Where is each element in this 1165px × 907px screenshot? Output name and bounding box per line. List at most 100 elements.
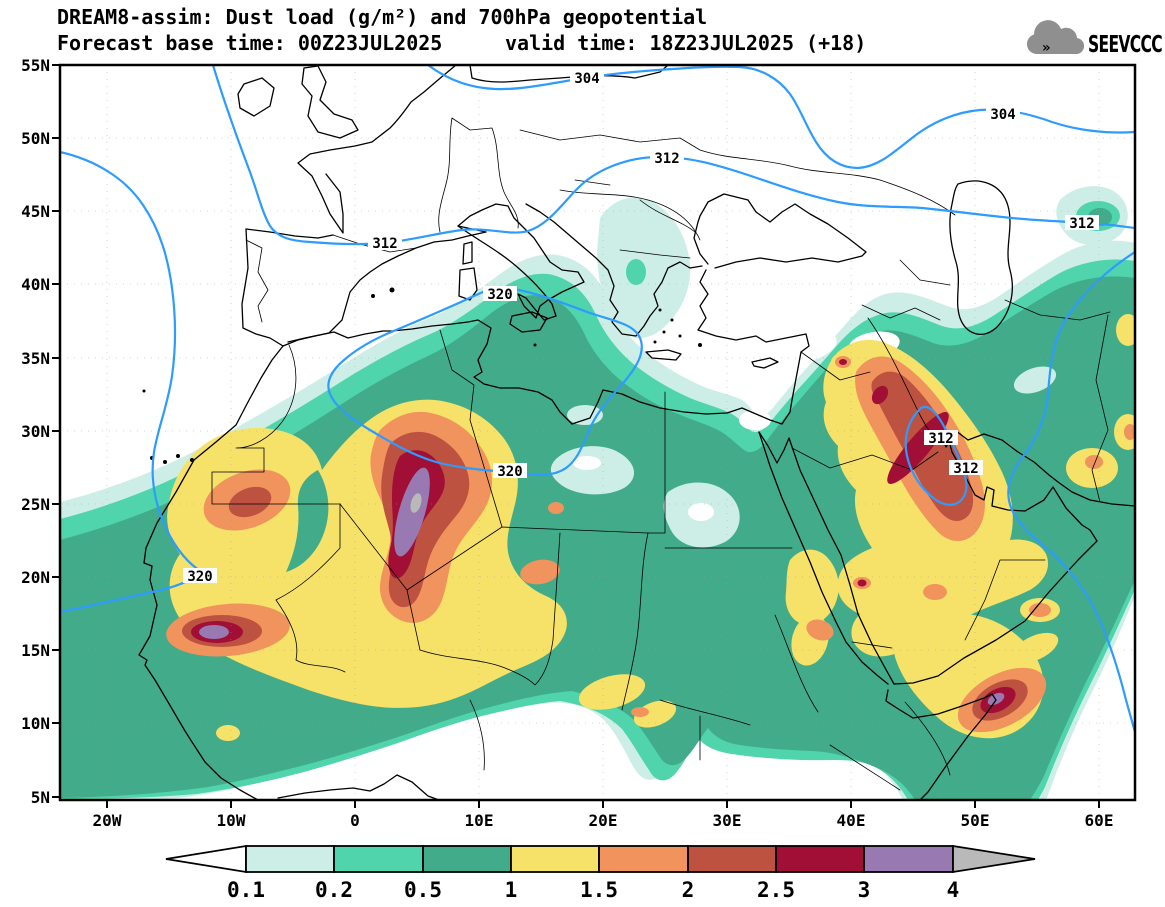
guinea-yellow-spot <box>216 725 240 741</box>
dust-fill-level-3 <box>199 467 1005 706</box>
colorbar-swatch-0.1 <box>245 845 335 873</box>
nile-delta-white-patch <box>739 410 771 430</box>
lat-label-25n: 25N <box>21 495 50 514</box>
sicily <box>509 311 548 333</box>
ireland <box>237 77 275 117</box>
map-area <box>60 65 1135 800</box>
iberia-west <box>241 228 334 347</box>
cloud-icon <box>1026 20 1085 55</box>
axis-ticks <box>52 64 1100 808</box>
balkans-inner-patch <box>626 259 646 285</box>
arabia-coast <box>893 430 1098 685</box>
contour-312-europe <box>211 65 1135 246</box>
contour-label-304-a: 304 <box>574 71 599 87</box>
colorbar-arrow-left <box>165 844 247 874</box>
x-axis-labels: 20W 10W 0 10E 20E 30E 40E 50E 60E <box>93 811 1114 830</box>
colorbar-value-1: 1 <box>505 878 518 902</box>
contour-label-320-b: 320 <box>497 464 522 480</box>
colorbar-swatch-1.5 <box>598 845 689 873</box>
somalia-coast <box>885 689 997 800</box>
colorbar-swatch-0.2 <box>333 845 424 873</box>
lon-label-20e: 20E <box>589 811 618 830</box>
lon-label-0: 0 <box>350 811 360 830</box>
contour-320-atlantic <box>60 150 204 614</box>
colorbar-swatch-2 <box>687 845 777 873</box>
contour-labels: 304 304 312 312 312 312 312 320 320 320 <box>183 70 1099 585</box>
colorbar-value-0.2: 0.2 <box>315 878 353 902</box>
red-sea-west-coast <box>758 431 889 685</box>
contour-label-312-a: 312 <box>372 236 397 252</box>
lon-label-20w: 20W <box>93 811 122 830</box>
header: DREAM8-assim: Dust load (g/m²) and 700hP… <box>57 5 866 55</box>
seevccc-logo: » SEEVCCC <box>1026 20 1163 58</box>
colorbar-value-3: 3 <box>858 878 871 902</box>
sardinia <box>458 267 478 301</box>
lat-label-50n: 50N <box>21 129 50 148</box>
lat-label-55n: 55N <box>21 56 50 75</box>
contour-label-312-c: 312 <box>1069 216 1094 232</box>
colorbar-value-2.5: 2.5 <box>757 878 795 902</box>
iberia-south-med <box>287 225 487 343</box>
contour-312-gulf-low <box>904 405 968 506</box>
colorbar-value-0.1: 0.1 <box>227 878 265 902</box>
contour-label-312-d: 312 <box>928 431 953 447</box>
lat-label-35n: 35N <box>21 349 50 368</box>
colorbar-value-4: 4 <box>947 878 960 902</box>
lat-label-45n: 45N <box>21 202 50 221</box>
cyprus <box>751 357 779 369</box>
lon-label-10w: 10W <box>217 811 246 830</box>
colorbar-labels: 0.1 0.2 0.5 1 1.5 2 2.5 3 4 <box>227 878 959 902</box>
algeria-gray-maximum <box>410 493 422 513</box>
great-britain <box>301 65 359 139</box>
lon-label-10e: 10E <box>465 811 494 830</box>
lon-label-40e: 40E <box>837 811 866 830</box>
lon-label-60e: 60E <box>1085 811 1114 830</box>
lat-label-40n: 40N <box>21 275 50 294</box>
mesopotamia-white-patch <box>787 333 837 363</box>
italy <box>457 203 585 321</box>
red-sea-east-coast <box>758 431 895 685</box>
islands <box>142 287 702 464</box>
logo-text: SEEVCCC <box>1088 32 1162 58</box>
contour-label-320-c: 320 <box>187 569 212 585</box>
colorbar-value-0.5: 0.5 <box>404 878 442 902</box>
turkey-west-south-coast <box>697 269 810 353</box>
lat-label-15n: 15N <box>21 641 50 660</box>
lon-label-50e: 50E <box>961 811 990 830</box>
contour-label-312-b: 312 <box>654 151 679 167</box>
balkans-greece-coast <box>525 203 703 337</box>
map-frame <box>58 63 1137 802</box>
crete <box>645 349 682 361</box>
lat-label-30n: 30N <box>21 422 50 441</box>
colorbar: 0.1 0.2 0.5 1 1.5 2 2.5 3 4 <box>165 844 1036 902</box>
colorbar-swatch-3 <box>863 845 954 873</box>
mali-purple-core <box>199 625 229 639</box>
colorbar-swatch-1 <box>510 845 600 873</box>
colorbar-value-1.5: 1.5 <box>580 878 618 902</box>
forecast-base-time: Forecast base time: 00Z23JUL2025 <box>57 31 442 55</box>
page-title: DREAM8-assim: Dust load (g/m²) and 700hP… <box>57 5 707 29</box>
gulf-of-guinea-coast <box>277 774 440 800</box>
iran-gulf-coast <box>955 430 1135 507</box>
y-axis-labels: 55N 50N 45N 40N 35N 30N 25N 20N 15N 10N … <box>21 56 50 807</box>
contour-320-ridge <box>327 285 643 476</box>
contour-label-304-b: 304 <box>990 107 1015 123</box>
lon-label-30e: 30E <box>713 811 742 830</box>
lat-label-20n: 20N <box>21 568 50 587</box>
colorbar-swatch-2.5 <box>775 845 865 873</box>
algeria-purple-core <box>394 467 430 557</box>
contour-label-312-e: 312 <box>953 461 978 477</box>
colorbar-arrow-right <box>952 844 1036 874</box>
green-corridor <box>286 470 329 572</box>
lat-label-10n: 10N <box>21 714 50 733</box>
contour-label-320-a: 320 <box>487 287 512 303</box>
corsica <box>462 241 473 265</box>
contour-320-iran <box>1007 250 1135 734</box>
colorbar-swatch-0.5 <box>422 845 512 873</box>
red-sea-coast-yellow <box>785 549 839 625</box>
cloud-arrows-icon: » <box>1042 40 1050 56</box>
black-sea <box>693 193 867 269</box>
valid-time: valid time: 18Z23JUL2025 (+18) <box>505 31 866 55</box>
